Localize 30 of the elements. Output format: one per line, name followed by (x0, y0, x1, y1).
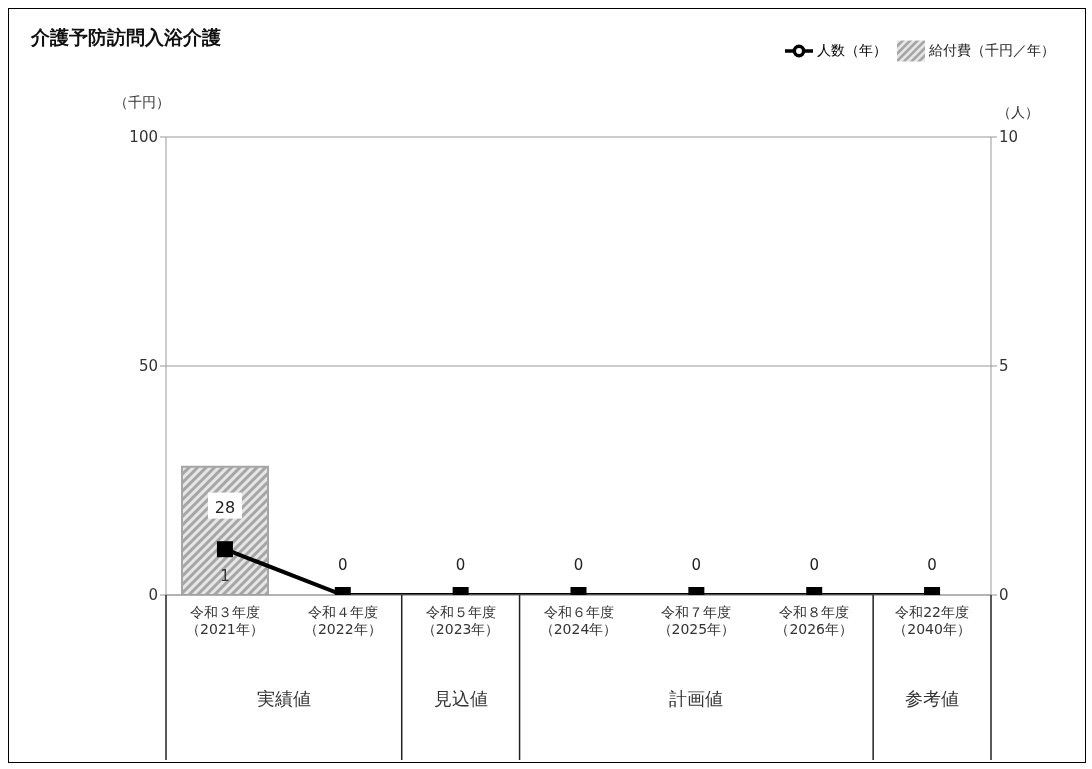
x-tick-label: 令和６年度（2024年） (539, 604, 618, 637)
x-tick-label: 令和４年度（2022年） (303, 604, 382, 637)
y2-tick-label: 10 (999, 128, 1019, 147)
x-tick-label: 令和７年度（2025年） (657, 604, 736, 637)
y2-axis-title: （人） (997, 104, 1039, 122)
x-tick-label: 令和５年度（2023年） (421, 604, 500, 637)
x-tick-label: 令和８年度（2026年） (775, 604, 854, 637)
data-label: 1 (220, 567, 230, 586)
y2-tick-label: 0 (999, 586, 1009, 605)
data-label: 0 (573, 556, 584, 574)
data-label: 0 (338, 556, 348, 574)
text: 参考値 (905, 688, 960, 709)
data-label: 28 (214, 497, 236, 517)
y-axis-title: （千円） (114, 94, 170, 112)
legend-label: 人数（年） (817, 42, 887, 58)
x-tick-label: 令和３年度（2021年） (186, 604, 264, 637)
data-label: 0 (927, 556, 937, 574)
data-label: 0 (455, 556, 466, 574)
data-label: 0 (809, 556, 819, 574)
y-tick-label: 0 (148, 586, 158, 605)
legend-label: 給付費（千円／年） (929, 42, 1055, 58)
chart-title: 介護予防訪問入浴介護 (31, 25, 221, 50)
text: 計画値 (669, 688, 724, 709)
text: 実績値 (256, 688, 311, 709)
y-tick-label: 100 (129, 128, 158, 147)
y2-tick-label: 5 (999, 357, 1009, 376)
y-tick-label: 50 (138, 357, 158, 376)
x-tick-label: 令和22年度（2040年） (893, 604, 971, 637)
text: 見込値 (433, 688, 488, 709)
data-label: 0 (691, 556, 702, 574)
